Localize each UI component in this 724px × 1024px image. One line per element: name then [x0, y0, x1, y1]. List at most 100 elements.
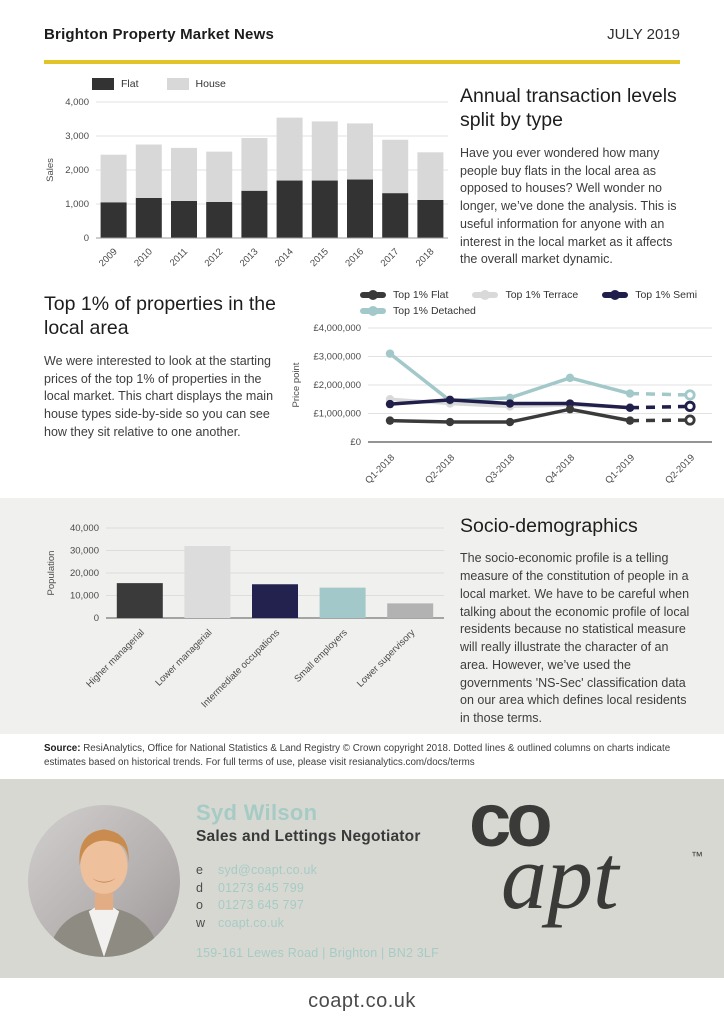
person-photo-icon — [47, 829, 161, 957]
svg-text:20,000: 20,000 — [70, 568, 99, 579]
svg-text:2013: 2013 — [238, 246, 261, 269]
contact-web-row: w coapt.co.uk — [196, 916, 439, 934]
transactions-chart: Flat House 0 1,000 2,000 3,000 4,000 Sales 200… — [40, 76, 464, 295]
svg-text:£3,000,000: £3,000,000 — [313, 352, 361, 363]
contact-office-row: o 01273 645 797 — [196, 898, 439, 916]
data-point — [505, 399, 515, 408]
svg-text:2011: 2011 — [168, 246, 190, 268]
svg-text:30,000: 30,000 — [70, 546, 99, 557]
legend-label: Flat — [121, 78, 139, 90]
legend-label: Top 1% Flat — [393, 289, 449, 301]
bar — [116, 583, 163, 618]
contact-email-row: e syd@coapt.co.uk — [196, 863, 439, 881]
email-link[interactable]: syd@coapt.co.uk — [218, 863, 318, 878]
bar-house — [100, 154, 127, 203]
direct-phone-link[interactable]: 01273 645 799 — [218, 880, 305, 895]
line-marker-icon — [472, 290, 499, 300]
svg-text:£1,000,000: £1,000,000 — [313, 409, 361, 420]
section-heading: Socio-demographics — [460, 515, 638, 537]
data-point — [625, 416, 635, 425]
data-point — [565, 405, 575, 414]
svg-text:4,000: 4,000 — [65, 97, 89, 108]
agent-role: Sales and Lettings Negotiator — [196, 828, 421, 846]
svg-text:Q1-2018: Q1-2018 — [363, 452, 397, 486]
svg-text:Small employers: Small employers — [292, 627, 350, 685]
socio-section: 0 10,000 20,000 30,000 40,000 Population Highe… — [0, 498, 724, 734]
agent-name: Syd Wilson — [196, 800, 318, 825]
estimated-point — [684, 389, 696, 401]
svg-text:2017: 2017 — [379, 246, 402, 269]
svg-text:2009: 2009 — [97, 246, 120, 269]
data-point — [385, 349, 395, 358]
bar-flat — [135, 197, 162, 238]
line-marker-icon — [360, 306, 386, 316]
svg-text:Intermediate occupations: Intermediate occupations — [199, 627, 282, 710]
svg-text:Q2-2018: Q2-2018 — [423, 452, 457, 486]
legend-item-top1-terrace: Top 1% Terrace — [472, 289, 578, 301]
bar-house — [171, 147, 197, 201]
website-footer-link[interactable]: coapt.co.uk — [308, 990, 416, 1012]
svg-text:0: 0 — [84, 233, 89, 244]
svg-text:Higher managerial: Higher managerial — [84, 627, 147, 690]
top1-section: Top 1% of properties in the local area W… — [44, 292, 282, 442]
contact-prefix: o — [196, 898, 203, 913]
data-point — [385, 416, 395, 425]
bar-flat — [382, 193, 409, 238]
svg-text:2010: 2010 — [132, 246, 155, 269]
bottom-bar: coapt.co.uk — [0, 978, 724, 1024]
section-body: Have you ever wondered how many people b… — [460, 145, 677, 267]
house-swatch-icon — [166, 78, 189, 90]
data-point — [445, 417, 455, 427]
top1-legend: Top 1% Flat Top 1% Terrace Top 1% Semi T… — [288, 288, 718, 318]
bar-house — [311, 121, 338, 181]
agent-info: Syd Wilson Sales and Lettings Negotiator… — [196, 800, 439, 961]
office-address: 159-161 Lewes Road | Brighton | BN2 3LF — [196, 946, 439, 961]
contact-prefix: d — [196, 880, 203, 895]
bar-house — [241, 138, 268, 191]
svg-text:Q4-2018: Q4-2018 — [543, 452, 577, 486]
svg-text:£0: £0 — [350, 437, 361, 448]
estimated-segment — [629, 391, 691, 397]
svg-text:1,000: 1,000 — [65, 199, 89, 210]
source-note: Source: ResiAnalytics, Office for Nation… — [44, 742, 692, 770]
data-point — [505, 417, 515, 427]
accent-divider — [44, 60, 680, 64]
bar-flat — [241, 190, 268, 238]
socio-chart-svg: 0 10,000 20,000 30,000 40,000 Population Highe… — [46, 523, 444, 710]
office-phone-link[interactable]: 01273 645 797 — [218, 898, 305, 913]
footer: Syd Wilson Sales and Lettings Negotiator… — [0, 779, 724, 978]
legend-item-top1-semi: Top 1% Semi — [602, 289, 697, 301]
logo-co-text: co — [469, 778, 553, 863]
bar — [319, 587, 366, 618]
bar-flat — [417, 199, 444, 238]
svg-text:2012: 2012 — [203, 246, 226, 269]
header: Brighton Property Market News JULY 2019 — [44, 26, 680, 43]
legend-label: Top 1% Terrace — [505, 289, 579, 301]
estimated-segment — [629, 404, 691, 410]
issue-date: JULY 2019 — [607, 26, 680, 43]
legend-item-house: House — [166, 78, 226, 90]
contact-prefix: e — [196, 863, 203, 878]
svg-text:2016: 2016 — [343, 246, 366, 269]
line-marker-icon — [602, 290, 629, 300]
svg-text:Q2-2019: Q2-2019 — [663, 452, 697, 486]
svg-text:£4,000,000: £4,000,000 — [313, 323, 361, 334]
bar — [252, 584, 298, 618]
data-point — [625, 403, 635, 412]
website-link[interactable]: coapt.co.uk — [218, 915, 285, 930]
estimated-point — [684, 414, 696, 426]
svg-text:40,000: 40,000 — [70, 523, 99, 534]
bar-flat — [171, 200, 197, 238]
coapt-logo: co apt ™ — [455, 779, 717, 978]
svg-text:2014: 2014 — [273, 246, 296, 269]
bar — [184, 546, 231, 618]
agent-avatar — [28, 805, 180, 957]
source-text: ResiAnalytics, Office for National Stati… — [44, 743, 671, 769]
svg-text:3,000: 3,000 — [65, 131, 89, 142]
legend-label: House — [195, 78, 226, 90]
svg-text:0: 0 — [94, 613, 99, 624]
bar-flat — [347, 179, 373, 238]
contact-direct-row: d 01273 645 799 — [196, 881, 439, 899]
svg-text:£2,000,000: £2,000,000 — [313, 380, 361, 391]
trademark-icon: ™ — [691, 849, 703, 863]
